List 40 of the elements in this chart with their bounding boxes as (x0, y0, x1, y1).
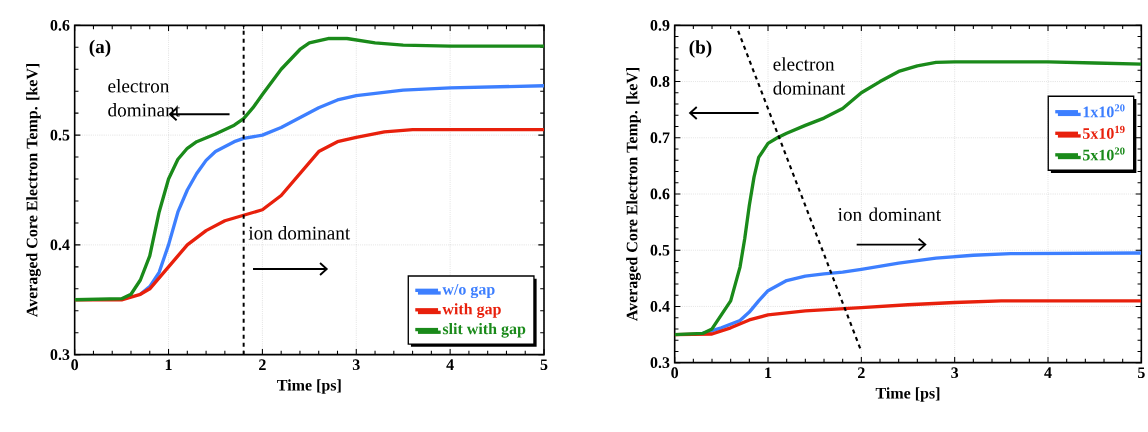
y-tick-label: 0.3 (650, 357, 670, 369)
x-axis-title: Time [ps] (875, 387, 940, 402)
y-axis-title: Averaged Core Electron Temp. [keV] (26, 63, 41, 318)
y-tick-label: 0.6 (50, 19, 70, 31)
x-tick-label: 1 (165, 359, 172, 370)
annotation: ion dominant (248, 226, 351, 240)
y-tick-label: 0.5 (650, 244, 670, 256)
y-tick-label: 0.4 (650, 301, 670, 312)
x-tick-label: 0 (71, 359, 79, 371)
x-tick-label: 0 (671, 367, 679, 379)
annotation: ion dominant (838, 207, 941, 221)
x-tick-label: 4 (446, 359, 454, 370)
y-tick-label: 0.4 (50, 239, 70, 251)
annotation: electron dominant (108, 79, 180, 117)
annotation: (b) (689, 40, 712, 58)
x-tick-label: 3 (352, 359, 360, 371)
legend-label: 1x10$^{20}$ (1083, 104, 1125, 118)
annotation: electron dominant (773, 57, 846, 95)
y-tick-label: 0.8 (650, 76, 670, 87)
line-series (74, 36, 544, 302)
x-tick-label: 1 (765, 367, 772, 378)
y-tick-label: 0.9 (650, 19, 670, 31)
legend-label: 5x10$^{20}$ (1082, 147, 1125, 161)
x-tick-label: 4 (1044, 367, 1052, 378)
x-axis-title: Time [ps] (277, 379, 341, 394)
y-tick-label: 0.6 (650, 188, 670, 200)
legend-label: slit with gap (442, 323, 526, 338)
y-tick-label: 0.5 (50, 129, 70, 141)
legend-label: w/o gap (442, 284, 495, 299)
y-tick-label: 0.7 (650, 132, 670, 144)
x-tick-label: 5 (1137, 367, 1145, 378)
y-tick-label: 0.3 (50, 349, 70, 361)
annotation: (a) (89, 39, 111, 58)
x-tick-label: 3 (951, 367, 959, 379)
legend-label: with gap (442, 303, 501, 318)
x-tick-label: 2 (858, 367, 865, 378)
y-axis-title: Averaged Core Electron Temp. [keV] (626, 67, 641, 322)
legend-label: 5x10$^{19}$ (1082, 125, 1125, 139)
x-tick-label: 2 (259, 359, 266, 370)
x-tick-label: 5 (540, 359, 548, 370)
